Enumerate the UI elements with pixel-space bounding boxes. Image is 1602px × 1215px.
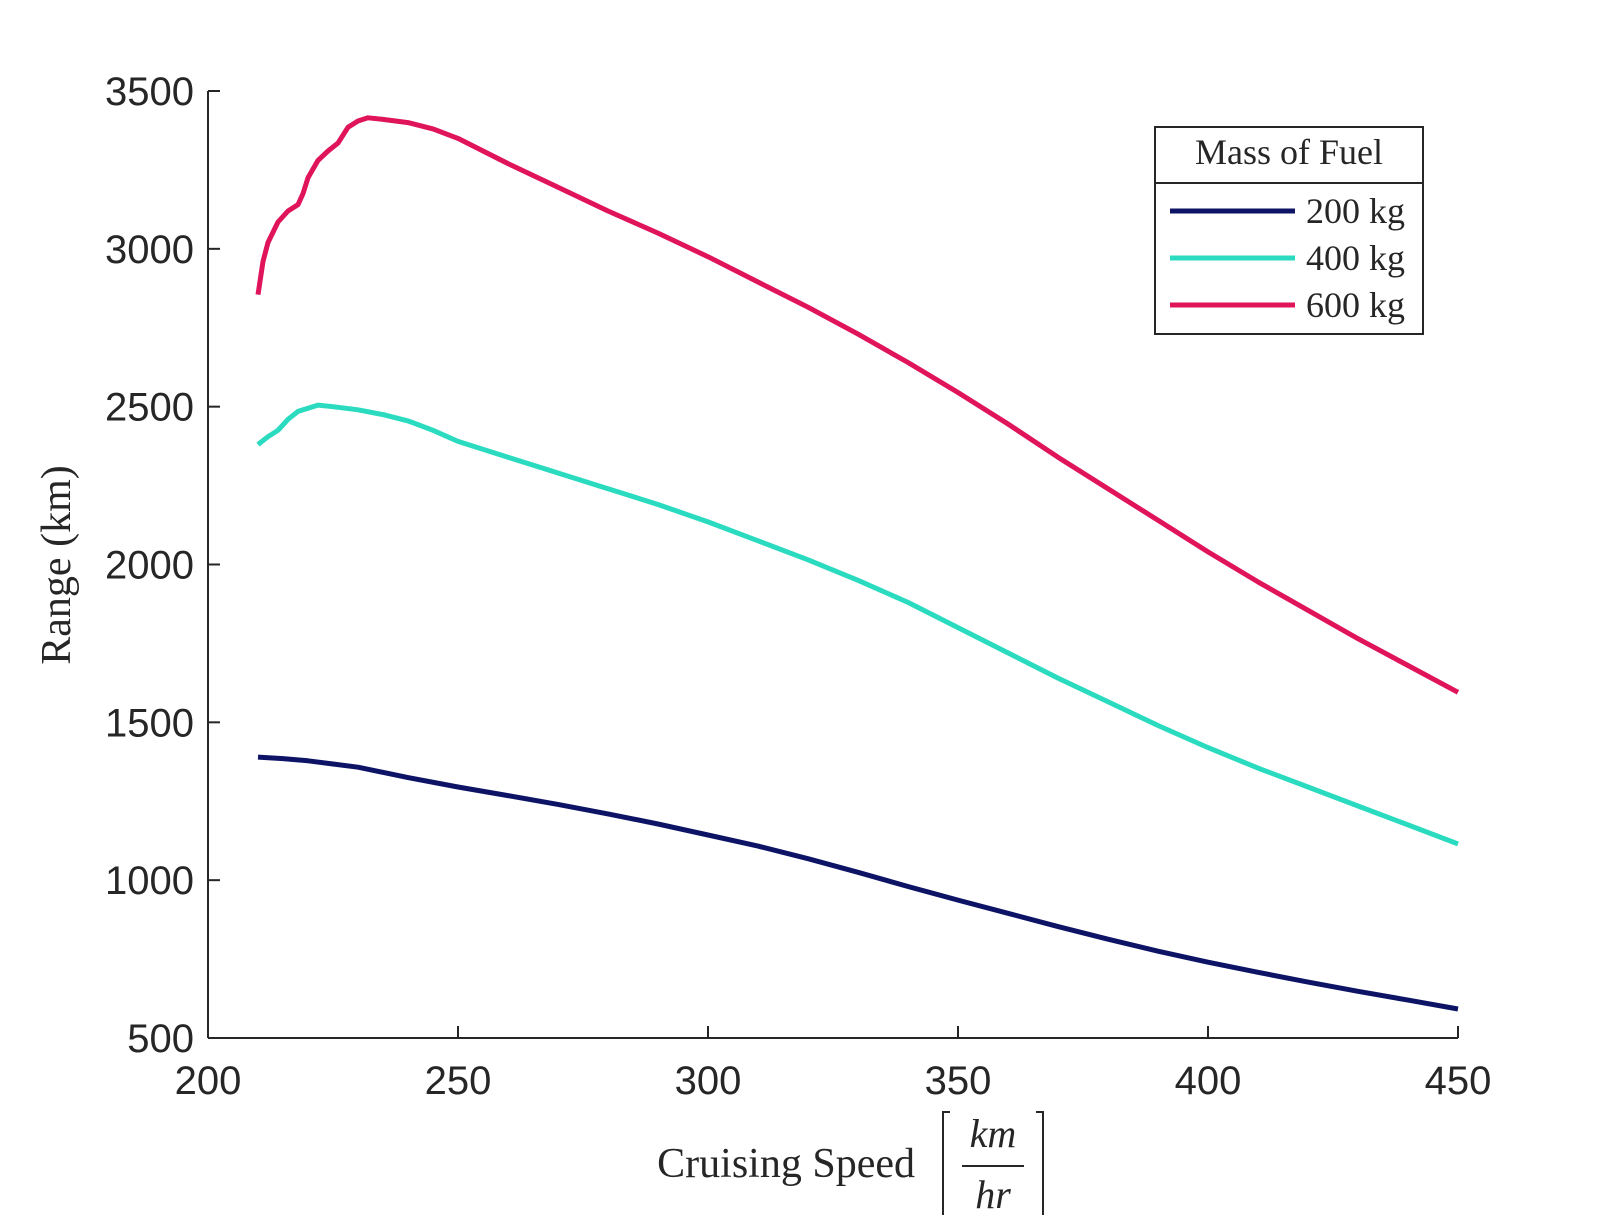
x-axis-unit-numerator: km [970,1111,1017,1156]
x-axis-unit-denominator: hr [975,1172,1011,1215]
legend-label-400-kg: 400 kg [1306,238,1405,278]
x-axis-unit-left-bracket [942,1111,950,1215]
x-tick-label: 400 [1175,1059,1242,1103]
series-line-400-kg [256,402,1459,847]
y-tick-label: 3500 [105,70,194,114]
series-line-600-kg [255,115,1460,695]
legend-entries: 200 kg 400 kg 600 kg [1170,191,1405,325]
x-tick-label: 300 [675,1059,742,1103]
y-tick-label: 1500 [105,701,194,745]
series-line-200-kg [257,754,1459,1012]
legend-box [1154,126,1424,335]
y-tick-label: 1000 [105,859,194,903]
x-ticks: 200 250 300 350 400 450 [175,1026,1492,1103]
x-tick-label: 350 [925,1059,992,1103]
legend-label-200-kg: 200 kg [1306,191,1405,231]
x-axis-unit-right-bracket [1036,1111,1044,1215]
series-layer [255,115,1460,1012]
y-tick-label: 500 [127,1017,194,1061]
x-axis-label: Cruising Speed [657,1141,915,1187]
legend-label-600-kg: 600 kg [1306,285,1405,325]
x-axis-label-group: Cruising Speed km hr [657,1111,1044,1215]
legend-title: Mass of Fuel [1195,132,1383,172]
x-tick-label: 200 [175,1059,242,1103]
y-ticks: 500 1000 1500 2000 2500 3000 3500 [105,70,220,1061]
x-tick-label: 450 [1425,1059,1492,1103]
x-tick-label: 250 [425,1059,492,1103]
y-axis-label: Range (km) [34,465,80,664]
y-tick-label: 3000 [105,228,194,272]
y-tick-label: 2500 [105,386,194,430]
y-tick-label: 2000 [105,544,194,588]
legend: Mass of Fuel 200 kg 400 kg 600 kg [1154,126,1424,335]
